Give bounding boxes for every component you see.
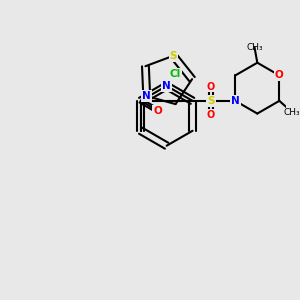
Text: O: O <box>207 82 215 92</box>
Text: O: O <box>275 70 284 80</box>
Text: O: O <box>207 110 215 120</box>
Text: N: N <box>142 91 151 101</box>
Text: S: S <box>170 51 177 61</box>
Text: CH₃: CH₃ <box>284 108 300 117</box>
Text: CH₃: CH₃ <box>246 43 263 52</box>
Text: Cl: Cl <box>169 70 181 80</box>
Text: N: N <box>231 96 240 106</box>
Text: O: O <box>154 106 162 116</box>
Text: S: S <box>207 96 215 106</box>
Text: N: N <box>162 81 171 91</box>
